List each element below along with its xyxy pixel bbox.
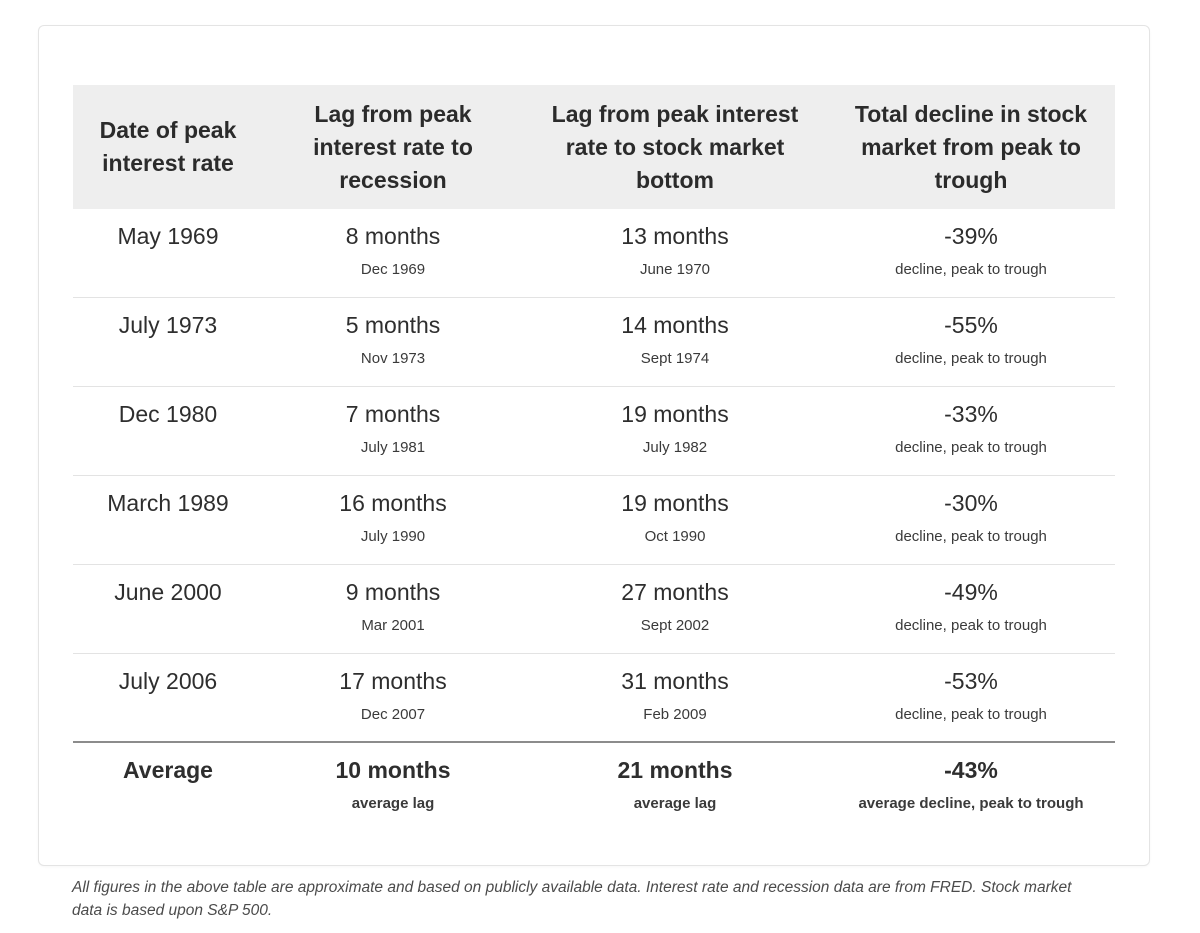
decline-label: decline, peak to trough: [895, 350, 1047, 367]
column-header-decline: Total decline in stock market from peak …: [854, 100, 1088, 193]
lag-recession-value: 17 months: [339, 668, 447, 694]
cell-lag-recession: 7 months July 1981: [263, 387, 523, 475]
data-table: Date of peak interest rate Lag from peak…: [73, 85, 1115, 844]
average-lag-bottom-value: 21 months: [617, 757, 733, 783]
lag-recession-date: July 1990: [360, 528, 426, 545]
lag-recession-value: 9 months: [345, 579, 441, 605]
cell-lag-bottom: 27 months Sept 2002: [523, 565, 827, 653]
lag-recession-date: Dec 1969: [360, 261, 426, 278]
cell-lag-recession: 5 months Nov 1973: [263, 298, 523, 386]
cell-decline: -53% decline, peak to trough: [827, 654, 1115, 741]
lag-recession-date: Nov 1973: [360, 350, 426, 367]
lag-bottom-date: Oct 1990: [644, 528, 706, 545]
lag-bottom-value: 27 months: [621, 579, 729, 605]
average-decline-label: average decline, peak to trough: [858, 795, 1084, 812]
lag-recession-date: Dec 2007: [360, 706, 426, 723]
table-row: March 1989 16 months July 1990 19 months…: [73, 476, 1115, 565]
cell-decline: -55% decline, peak to trough: [827, 298, 1115, 386]
decline-value: -30%: [944, 490, 998, 516]
decline-value: -49%: [944, 579, 998, 605]
lag-bottom-value: 19 months: [621, 490, 729, 516]
cell-peak-date: July 2006: [118, 668, 218, 694]
footnote: All figures in the above table are appro…: [72, 879, 1072, 919]
lag-recession-date: July 1981: [360, 439, 426, 456]
column-header-date: Date of peak interest rate: [99, 117, 237, 176]
decline-value: -39%: [944, 223, 998, 249]
cell-decline: -33% decline, peak to trough: [827, 387, 1115, 475]
cell-lag-recession: 17 months Dec 2007: [263, 654, 523, 741]
table-header-row: Date of peak interest rate Lag from peak…: [73, 85, 1115, 209]
average-decline-value: -43%: [944, 757, 998, 783]
cell-peak-date: June 2000: [114, 579, 222, 605]
lag-bottom-date: Sept 2002: [640, 617, 710, 634]
lag-bottom-date: Sept 1974: [640, 350, 710, 367]
cell-lag-recession: 16 months July 1990: [263, 476, 523, 564]
decline-value: -53%: [944, 668, 998, 694]
average-lag-bottom-label: average lag: [633, 795, 717, 812]
lag-recession-value: 5 months: [345, 312, 441, 338]
cell-peak-date: July 1973: [118, 312, 218, 338]
decline-value: -55%: [944, 312, 998, 338]
decline-label: decline, peak to trough: [895, 261, 1047, 278]
cell-lag-bottom: 19 months July 1982: [523, 387, 827, 475]
table-average-row: Average 10 months average lag 21 months …: [73, 743, 1115, 844]
cell-peak-date: May 1969: [117, 223, 219, 249]
lag-bottom-value: 31 months: [621, 668, 729, 694]
decline-label: decline, peak to trough: [895, 528, 1047, 545]
cell-peak-date: March 1989: [107, 490, 229, 516]
decline-value: -33%: [944, 401, 998, 427]
lag-bottom-date: Feb 2009: [643, 706, 707, 723]
lag-bottom-date: July 1982: [642, 439, 708, 456]
average-lag-recession-value: 10 months: [335, 757, 451, 783]
column-header-lag-bottom: Lag from peak interest rate to stock mar…: [551, 100, 799, 193]
lag-bottom-value: 13 months: [621, 223, 729, 249]
table-row: July 1973 5 months Nov 1973 14 months Se…: [73, 298, 1115, 387]
average-lag-recession-label: average lag: [351, 795, 435, 812]
cell-lag-bottom: 13 months June 1970: [523, 209, 827, 297]
lag-bottom-value: 19 months: [621, 401, 729, 427]
cell-peak-date: Dec 1980: [118, 401, 218, 427]
decline-label: decline, peak to trough: [895, 617, 1047, 634]
cell-lag-bottom: 31 months Feb 2009: [523, 654, 827, 741]
lag-bottom-date: June 1970: [639, 261, 711, 278]
cell-decline: -39% decline, peak to trough: [827, 209, 1115, 297]
cell-average-label: Average: [123, 757, 213, 783]
table-row: July 2006 17 months Dec 2007 31 months F…: [73, 654, 1115, 743]
cell-average-decline: -43% average decline, peak to trough: [827, 743, 1115, 844]
lag-recession-value: 16 months: [339, 490, 447, 516]
lag-recession-value: 7 months: [345, 401, 441, 427]
cell-decline: -30% decline, peak to trough: [827, 476, 1115, 564]
column-header-lag-recession: Lag from peak interest rate to recession: [313, 100, 473, 193]
table-row: June 2000 9 months Mar 2001 27 months Se…: [73, 565, 1115, 654]
table-row: Dec 1980 7 months July 1981 19 months Ju…: [73, 387, 1115, 476]
lag-bottom-value: 14 months: [621, 312, 729, 338]
cell-average-lag-recession: 10 months average lag: [263, 743, 523, 844]
cell-average-lag-bottom: 21 months average lag: [523, 743, 827, 844]
cell-lag-recession: 8 months Dec 1969: [263, 209, 523, 297]
lag-recession-value: 8 months: [345, 223, 441, 249]
table-card: Date of peak interest rate Lag from peak…: [38, 25, 1150, 866]
cell-decline: -49% decline, peak to trough: [827, 565, 1115, 653]
cell-lag-bottom: 19 months Oct 1990: [523, 476, 827, 564]
decline-label: decline, peak to trough: [895, 706, 1047, 723]
cell-lag-recession: 9 months Mar 2001: [263, 565, 523, 653]
decline-label: decline, peak to trough: [895, 439, 1047, 456]
table-row: May 1969 8 months Dec 1969 13 months Jun…: [73, 209, 1115, 298]
lag-recession-date: Mar 2001: [361, 617, 425, 634]
cell-lag-bottom: 14 months Sept 1974: [523, 298, 827, 386]
